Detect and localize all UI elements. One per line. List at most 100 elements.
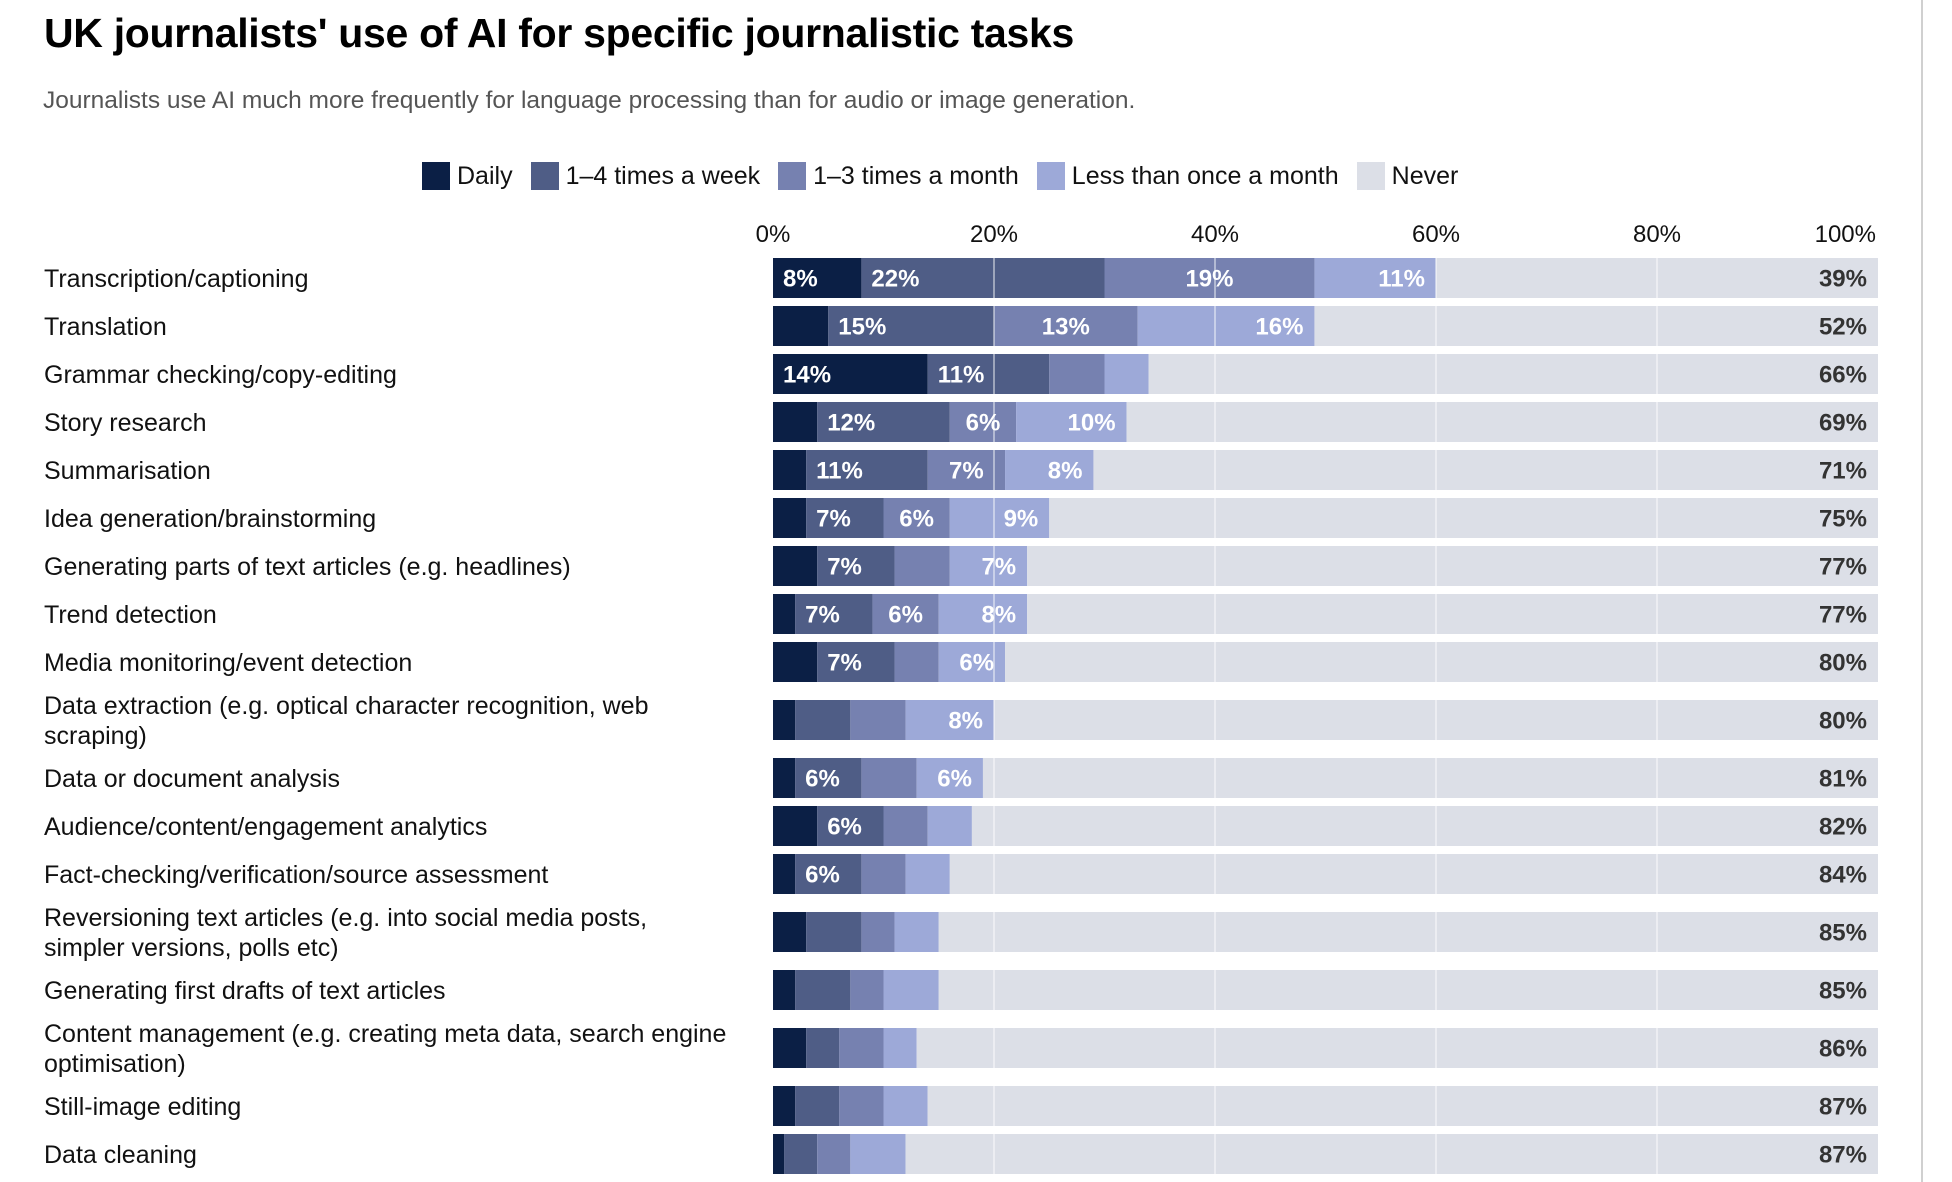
gridline xyxy=(1435,546,1437,586)
gridline xyxy=(1435,854,1437,894)
value-label-daily: 14% xyxy=(783,362,831,389)
bar-row xyxy=(773,450,1878,490)
value-label-never: 82% xyxy=(1819,814,1867,841)
value-label-less-than-monthly: 6% xyxy=(959,650,994,677)
category-label-line: Transcription/captioning xyxy=(44,265,309,293)
value-label-weekly: 6% xyxy=(805,862,840,889)
category-label-line: Story research xyxy=(44,409,207,437)
bars xyxy=(773,258,1878,1174)
gridline xyxy=(1214,1134,1216,1174)
bar-row xyxy=(773,546,1878,586)
x-tick-label: 100% xyxy=(1815,221,1876,248)
legend-label-never: Never xyxy=(1391,161,1459,190)
value-label-never: 84% xyxy=(1819,862,1867,889)
category-label-line: Translation xyxy=(44,313,167,341)
value-label-weekly: 6% xyxy=(827,814,862,841)
category-label-line: Data or document analysis xyxy=(44,765,340,793)
bar-segment-less-than-monthly xyxy=(894,912,939,952)
bar-segment-monthly xyxy=(949,402,1017,442)
category-label-line: Data extraction (e.g. optical character … xyxy=(44,692,648,720)
bar-segment-weekly xyxy=(817,806,884,846)
bar-segment-weekly xyxy=(861,258,1105,298)
gridline xyxy=(1435,1028,1437,1068)
legend-item-weekly: 1–4 times a week xyxy=(530,162,760,191)
bar-row xyxy=(773,1028,1878,1068)
bar-segment-less-than-monthly xyxy=(883,1028,917,1068)
bar-segment-monthly xyxy=(1104,258,1315,298)
bar-row xyxy=(773,758,1878,798)
bar-segment-daily xyxy=(773,970,796,1010)
value-label-weekly: 7% xyxy=(827,650,862,677)
gridline xyxy=(1435,970,1437,1010)
category-label: Data cleaning xyxy=(44,1141,197,1169)
value-label-never: 87% xyxy=(1819,1142,1867,1169)
gridline xyxy=(1656,498,1658,538)
gridline xyxy=(1656,854,1658,894)
page-edge-divider xyxy=(1921,0,1923,1182)
gridline xyxy=(1656,354,1658,394)
gridline xyxy=(993,402,995,442)
gridline xyxy=(1656,450,1658,490)
gridline xyxy=(1435,1086,1437,1126)
bar-segment-daily xyxy=(773,642,818,682)
bar-row xyxy=(773,306,1878,346)
category-label: Still-image editing xyxy=(44,1093,241,1121)
value-label-less-than-monthly: 6% xyxy=(937,766,972,793)
gridline xyxy=(1435,258,1437,298)
gridline xyxy=(1435,912,1437,952)
category-label-line: optimisation) xyxy=(44,1050,186,1078)
value-label-less-than-monthly: 8% xyxy=(948,708,983,735)
bar-segment-never xyxy=(1027,546,1878,586)
value-label-monthly: 6% xyxy=(888,602,923,629)
value-label-weekly: 7% xyxy=(816,506,851,533)
gridline xyxy=(1435,642,1437,682)
category-label-line: Reversioning text articles (e.g. into so… xyxy=(44,904,647,932)
gridline xyxy=(1656,912,1658,952)
category-label: Data extraction (e.g. optical character … xyxy=(44,692,648,750)
gridline xyxy=(993,1086,995,1126)
bar-row xyxy=(773,642,1878,682)
bar-segment-weekly xyxy=(795,1086,840,1126)
category-label: Content management (e.g. creating meta d… xyxy=(44,1020,726,1078)
bar-segment-less-than-monthly xyxy=(1104,354,1149,394)
value-label-weekly: 11% xyxy=(938,362,985,389)
gridline xyxy=(1435,594,1437,634)
bar-segment-monthly xyxy=(883,806,928,846)
value-label-never: 81% xyxy=(1819,766,1867,793)
category-label: Trend detection xyxy=(44,601,217,629)
legend-item-daily: Daily xyxy=(422,162,513,191)
bar-segment-less-than-monthly xyxy=(883,1086,928,1126)
x-tick-label: 60% xyxy=(1412,221,1460,248)
gridline xyxy=(1435,806,1437,846)
value-label-less-than-monthly: 7% xyxy=(981,554,1016,581)
category-label: Summarisation xyxy=(44,457,211,485)
bar-segment-monthly xyxy=(883,498,950,538)
gridline xyxy=(1656,306,1658,346)
bar-segment-daily xyxy=(773,1028,807,1068)
category-label-line: Generating first drafts of text articles xyxy=(44,977,446,1005)
gridline xyxy=(1214,258,1216,298)
gridline xyxy=(1656,642,1658,682)
value-label-less-than-monthly: 9% xyxy=(1004,506,1039,533)
gridline xyxy=(1214,912,1216,952)
gridlines xyxy=(993,258,1658,1174)
value-label-less-than-monthly: 10% xyxy=(1068,410,1116,437)
bar-segment-less-than-monthly xyxy=(916,758,983,798)
x-tick-label: 80% xyxy=(1633,221,1681,248)
category-label-line: Still-image editing xyxy=(44,1093,241,1121)
gridline xyxy=(1656,1086,1658,1126)
bar-segment-never xyxy=(1049,498,1878,538)
legend-label-less-than-monthly: Less than once a month xyxy=(1071,161,1339,190)
category-label: Media monitoring/event detection xyxy=(44,649,412,677)
gridline xyxy=(1214,700,1216,740)
gridline xyxy=(1214,758,1216,798)
bar-segment-never xyxy=(994,700,1878,740)
bar-segment-weekly xyxy=(795,854,862,894)
gridline xyxy=(1214,854,1216,894)
bar-row xyxy=(773,970,1878,1010)
bar-segment-weekly xyxy=(795,594,873,634)
gridline xyxy=(993,546,995,586)
bar-segment-weekly xyxy=(817,642,895,682)
bar-segment-less-than-monthly xyxy=(938,642,1006,682)
